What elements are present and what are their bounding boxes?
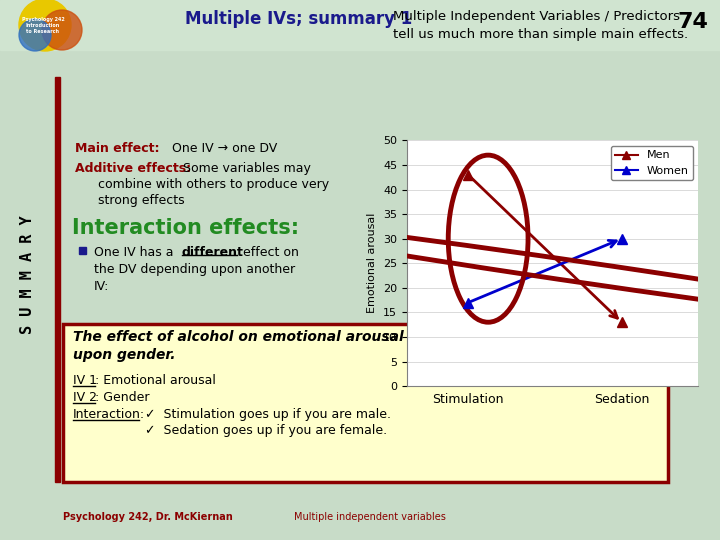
Text: Multiple IVs; summary 1: Multiple IVs; summary 1 xyxy=(185,10,413,28)
Text: One IV → one DV: One IV → one DV xyxy=(172,142,277,155)
Text: Psychology 242, Dr. McKiernan: Psychology 242, Dr. McKiernan xyxy=(63,512,233,522)
Bar xyxy=(79,247,86,254)
Bar xyxy=(0,0,720,50)
Text: : Emotional arousal: : Emotional arousal xyxy=(95,374,216,387)
Text: combine with others to produce very: combine with others to produce very xyxy=(98,178,329,191)
Text: Some variables may: Some variables may xyxy=(183,162,311,175)
Text: Multiple Independent Variables / Predictors
tell us much more than simple main e: Multiple Independent Variables / Predict… xyxy=(393,10,688,41)
Circle shape xyxy=(19,0,71,51)
Text: : Gender: : Gender xyxy=(95,391,150,404)
Text: One IV has a: One IV has a xyxy=(94,246,178,259)
Text: 74: 74 xyxy=(677,12,708,32)
Text: Multiple independent variables: Multiple independent variables xyxy=(294,512,446,522)
Text: Psychology 242
Introduction
to Research: Psychology 242 Introduction to Research xyxy=(22,17,64,33)
Text: effect on: effect on xyxy=(239,246,299,259)
Circle shape xyxy=(19,19,51,51)
Text: ✓  Sedation goes up if you are female.: ✓ Sedation goes up if you are female. xyxy=(145,424,387,437)
Text: strong effects: strong effects xyxy=(98,194,184,207)
Text: Main effect:: Main effect: xyxy=(75,142,160,155)
Text: ✓  Stimulation goes up if you are male.: ✓ Stimulation goes up if you are male. xyxy=(145,408,391,421)
Bar xyxy=(55,77,60,482)
Text: Additive effects:: Additive effects: xyxy=(75,162,191,175)
Text: The effect of alcohol on emotional arousal depends
upon gender.: The effect of alcohol on emotional arous… xyxy=(73,330,475,362)
Text: the DV depending upon another: the DV depending upon another xyxy=(94,263,295,276)
Text: Interaction effects:: Interaction effects: xyxy=(72,218,299,238)
Y-axis label: Emotional arousal: Emotional arousal xyxy=(367,213,377,313)
Legend: Men, Women: Men, Women xyxy=(611,146,693,180)
Text: Interaction:: Interaction: xyxy=(73,408,145,421)
Text: different: different xyxy=(182,246,244,259)
Text: IV 1: IV 1 xyxy=(73,374,97,387)
Text: IV:: IV: xyxy=(94,280,109,293)
Circle shape xyxy=(42,10,82,50)
Text: S U M M A R Y: S U M M A R Y xyxy=(20,215,35,334)
Text: IV 2: IV 2 xyxy=(73,391,97,404)
FancyBboxPatch shape xyxy=(63,324,668,482)
